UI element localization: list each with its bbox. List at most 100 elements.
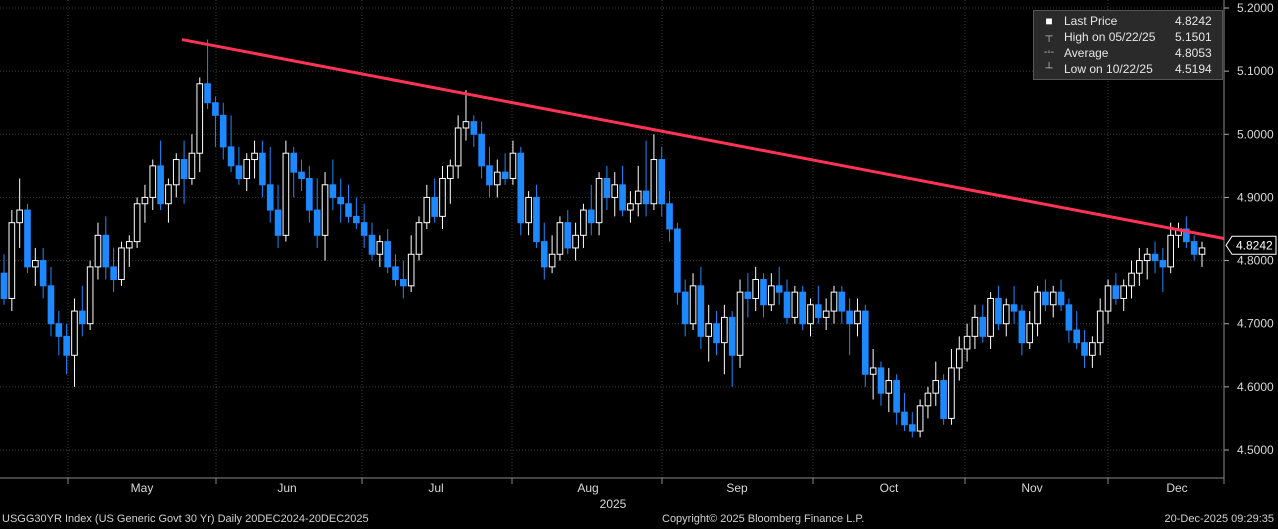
candle-body [1167,234,1174,268]
candle-body [1010,304,1018,312]
candle-body [0,272,8,299]
candle-body [721,316,728,344]
x-tick-label: Oct [880,481,899,495]
y-tick-label: 4.9000 [1237,190,1274,204]
candle-body [713,323,720,344]
candle-body [775,285,783,293]
candle-body [16,209,23,224]
candle-body [885,380,893,394]
candle-body [462,121,470,129]
candle-body [1159,260,1167,268]
candle-body [963,335,971,350]
candle-body [1104,285,1112,312]
average-icon: -◦- [1043,47,1055,58]
candle-body [619,184,626,211]
candle-body [235,165,243,179]
candle-body [71,310,78,356]
candle-body [932,380,940,394]
candle-body [274,209,282,236]
candle-body [1026,323,1034,344]
candle-body [39,260,47,287]
candle-body [948,367,955,419]
candle-body [1190,241,1198,255]
candle-body [815,304,822,318]
x-tick-label: Sep [726,481,748,495]
candle-body [290,152,298,173]
candle-body [259,152,266,186]
legend-row-low: ┴ Low on 10/22/25 4.5194 [1034,61,1222,77]
candle-body [807,304,814,325]
candle-body [642,190,650,205]
legend: ■ Last Price 4.8242 ┬ High on 05/22/25 5… [1033,10,1223,80]
candle-body [251,152,258,161]
candle-body [493,171,501,186]
trendline [181,38,1225,240]
candle-body [376,241,384,255]
candle-body [298,171,305,179]
candle-body [595,177,603,224]
candle-body [916,405,924,432]
candle-body [1151,253,1159,262]
candle-body [744,291,752,299]
candle-body [1143,253,1151,262]
low-icon: ┴ [1045,63,1053,74]
candle-body [877,367,885,394]
candle-body [1065,304,1073,331]
candle-body [188,152,196,179]
candle-body [243,159,251,179]
candle-body [78,310,86,325]
candle-body [1042,291,1049,306]
candle-body [32,260,39,268]
y-tick-label: 5.0000 [1237,127,1274,141]
candle-body [791,291,799,318]
x-tick-label: Jul [428,481,443,495]
y-tick-label: 5.2000 [1237,1,1274,15]
candle-body [1073,329,1081,344]
candle-body [86,266,94,325]
candle-body [1120,285,1128,299]
candle-body [838,291,846,312]
candle-body [611,184,619,198]
last-price-tag [1225,235,1277,255]
y-tick-label: 4.6000 [1237,380,1274,394]
candle-body [1112,285,1120,299]
candle-body [227,146,235,167]
candle-body [548,253,556,268]
legend-value: 4.5194 [1175,62,1212,76]
square-icon: ■ [1045,14,1053,28]
candle-body [165,184,172,205]
candle-body [995,297,1002,325]
candle-body [728,316,736,356]
candle-body [486,165,493,186]
candle-body [446,165,454,179]
legend-label: High on 05/22/25 [1064,30,1156,44]
chart-title: USGG30YR Index (US Generic Govt 30 Yr) D… [2,513,369,525]
candle-body [979,316,987,337]
legend-row-last-price: ■ Last Price 4.8242 [1034,13,1222,29]
candle-body [423,196,431,224]
candle-body [196,83,204,154]
candle-body [580,209,587,236]
y-tick-label: 4.7000 [1237,317,1274,331]
candle-body [454,127,462,167]
candle-body [1198,247,1206,255]
legend-value: 4.8053 [1175,46,1212,60]
candle-body [658,159,666,205]
candle-body [540,241,548,268]
candle-body [501,171,509,179]
candle-body [368,234,376,255]
candle-body [634,190,642,205]
candle-body [908,424,916,432]
candle-body [110,266,117,281]
candle-body [924,392,932,407]
candle-body [1136,260,1143,274]
y-tick-label: 5.1000 [1237,64,1274,78]
candle-body [125,241,133,249]
candle-body [1018,310,1026,344]
candle-body [768,285,775,306]
legend-value: 5.1501 [1175,30,1212,44]
candle-body [627,203,634,211]
candle-body [525,196,532,224]
candle-body [321,184,329,236]
candle-body [1034,291,1041,325]
